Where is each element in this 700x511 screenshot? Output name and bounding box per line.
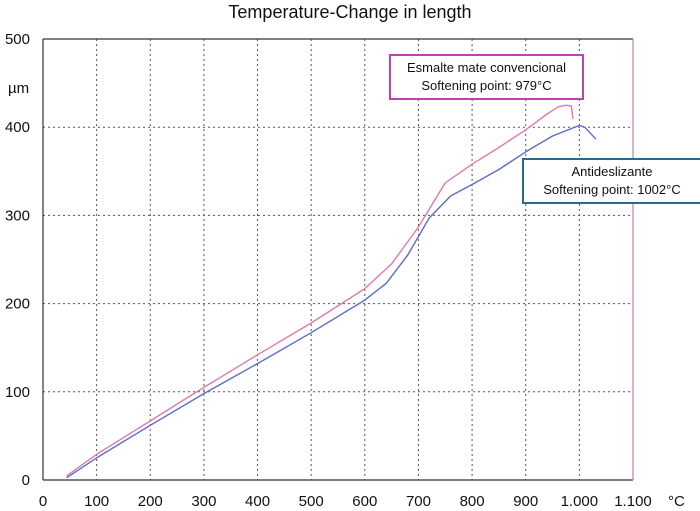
x-tick-label: 100 [84,493,109,510]
x-tick-label: 200 [138,493,163,510]
x-axis-unit: °C [668,493,685,510]
x-tick-label: 1.100 [614,493,652,510]
annotation-esmalte-name: Esmalte mate convencional [407,60,566,75]
annotation-esmalte: Esmalte mate convencional Softening poin… [389,54,584,100]
x-tick-label: 1.000 [561,493,599,510]
annotation-antideslizante-softening: Softening point: 1002°C [543,182,681,197]
annotation-antideslizante: Antideslizante Softening point: 1002°C [522,158,700,204]
x-tick-label: 0 [39,493,47,510]
x-tick-label: 300 [191,493,216,510]
x-tick-label: 400 [245,493,270,510]
chart-title: Temperature-Change in length [228,2,472,22]
y-tick-label: 0 [22,472,30,489]
x-tick-label: 700 [406,493,431,510]
y-axis-unit: µm [8,80,29,97]
annotation-esmalte-softening: Softening point: 979°C [421,78,552,93]
annotation-antideslizante-name: Antideslizante [571,164,653,179]
y-tick-label: 400 [5,119,30,136]
y-tick-label: 200 [5,296,30,313]
x-tick-label: 900 [513,493,538,510]
plot-frame [42,38,634,481]
y-tick-label: 100 [5,384,30,401]
grid [43,39,633,480]
x-tick-label: 800 [460,493,485,510]
x-tick-label: 500 [299,493,324,510]
x-tick-label: 600 [352,493,377,510]
series-line-antideslizante [66,124,597,479]
tick-labels: 0 100 200 300 400 500 600 700 800 900 1.000 1.100 0 1… [5,31,652,510]
series-line-esmalte [66,104,574,477]
y-tick-label: 300 [5,207,30,224]
y-tick-label: 500 [5,31,30,48]
series-layer [66,104,597,479]
